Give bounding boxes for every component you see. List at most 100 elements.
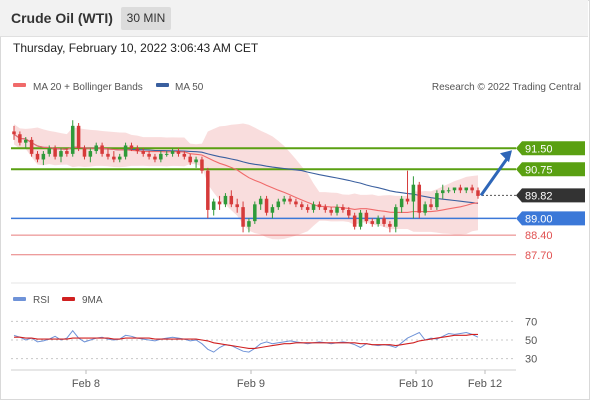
candle-body [429, 204, 433, 208]
candle-body [347, 209, 351, 216]
candle-body [182, 153, 187, 157]
candle-body [364, 212, 369, 222]
candle-body [294, 201, 298, 205]
rsi-ma-legend-swatch [62, 297, 75, 301]
candle-body [335, 207, 339, 213]
rsi-legend-swatch [13, 297, 26, 301]
resistance-label: 90.75 [525, 164, 553, 176]
rsi-legend-label: RSI [33, 295, 50, 306]
candle-body [164, 153, 169, 155]
candle-body [211, 201, 216, 210]
candle-body [106, 153, 110, 157]
x-tick-label: Feb 9 [237, 378, 265, 390]
candle-body [76, 125, 81, 149]
ma50-legend-swatch [156, 83, 169, 87]
chart-header: Crude Oil (WTI) 30 MIN [0, 0, 588, 37]
rsi-ma-legend-label: 9MA [82, 295, 103, 306]
resistance-label-bg [516, 141, 585, 156]
candle-body [59, 151, 63, 157]
candle-body [100, 145, 104, 154]
timestamp: Thursday, February 10, 2022 3:06:43 AM C… [13, 41, 259, 55]
candle-body [317, 204, 322, 208]
candles [12, 120, 480, 233]
candle-body [311, 204, 316, 210]
candle-body [65, 151, 69, 154]
ma20-legend-label: MA 20 + Bollinger Bands [33, 82, 143, 93]
candle-body [300, 204, 304, 208]
x-tick-label: Feb 12 [468, 378, 502, 390]
candle-body [405, 198, 410, 202]
candle-body [435, 193, 439, 208]
x-axis: Feb 8 Feb 9 Feb 10 Feb 12 [72, 370, 502, 390]
candle-body [117, 156, 122, 160]
candle-body [282, 198, 286, 202]
candle-body [329, 209, 333, 213]
candle-body [229, 195, 234, 205]
candle-body [12, 131, 16, 135]
bollinger-band-area [14, 123, 478, 240]
candle-body [270, 207, 275, 213]
candle-body [305, 207, 310, 210]
x-tick-label: Feb 10 [399, 378, 433, 390]
target-label: 87.70 [525, 250, 553, 262]
candle-body [247, 221, 251, 227]
candle-body [388, 223, 392, 227]
rsi-tick-label: 70 [525, 316, 537, 328]
x-tick-label: Feb 8 [72, 378, 100, 390]
rsi-ma-line [14, 333, 478, 349]
candle-body [123, 145, 128, 157]
candle-body [423, 204, 427, 213]
candle-body [82, 148, 87, 157]
candle-body [276, 201, 281, 208]
candle-body [452, 187, 457, 191]
candle-body [176, 151, 181, 154]
ma20-line [13, 133, 479, 213]
candle-body [470, 187, 474, 191]
candle-body [129, 145, 134, 149]
candle-body [135, 148, 140, 152]
resistance-label: 91.50 [525, 143, 553, 155]
candle-body [53, 148, 57, 157]
candle-body [88, 151, 93, 157]
arrow-head [500, 150, 512, 163]
candle-body [200, 159, 204, 171]
interval-badge[interactable]: 30 MIN [121, 7, 171, 30]
last-price-label: 89.82 [525, 190, 553, 202]
resistance-label-bg [516, 162, 585, 177]
candle-body [29, 139, 34, 154]
last-price-label-bg [516, 188, 585, 203]
candle-body [417, 184, 422, 213]
candle-body [41, 153, 46, 160]
candle-body [258, 198, 263, 205]
candle-body [94, 145, 98, 152]
candle-body [147, 153, 151, 157]
research-credit: Research © 2022 Trading Central [432, 82, 581, 93]
candle-body [241, 207, 245, 227]
candle-body [476, 190, 480, 196]
candle-body [23, 139, 28, 143]
candle-body [376, 218, 380, 224]
candle-body [206, 170, 210, 210]
candle-body [253, 204, 257, 222]
candle-body [264, 198, 269, 213]
candle-body [446, 190, 451, 192]
level-labels: 91.50 90.75 89.82 89.00 88.40 87.70 [516, 141, 585, 262]
instrument-title: Crude Oil (WTI) [11, 10, 113, 26]
target-label: 88.40 [525, 230, 553, 242]
candle-body [323, 207, 328, 210]
bollinger-band [14, 123, 478, 240]
candle-body [358, 212, 363, 227]
forecast-arrow [479, 150, 512, 197]
rsi-line [13, 329, 479, 353]
candle-body [112, 156, 116, 160]
rsi-tick-label: 30 [525, 354, 537, 366]
candle-body [440, 190, 445, 194]
support-label: 89.00 [525, 213, 553, 225]
candle-body [399, 198, 404, 208]
rsi-tick-label: 50 [525, 335, 537, 347]
candle-body [411, 184, 416, 202]
candle-body [223, 195, 228, 205]
candle-body [159, 153, 163, 160]
candle-body [217, 201, 222, 205]
